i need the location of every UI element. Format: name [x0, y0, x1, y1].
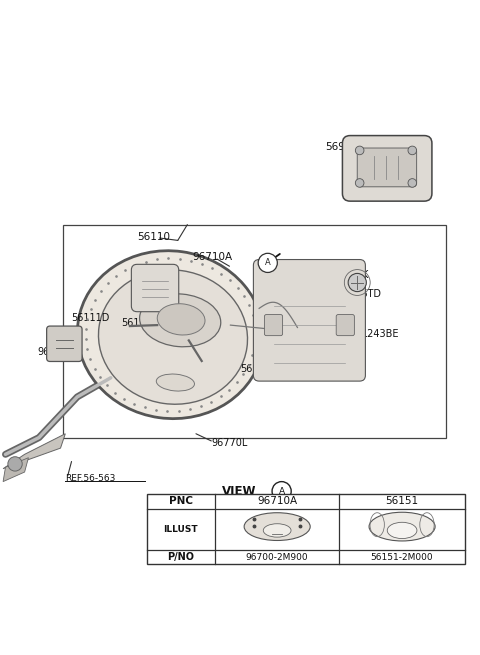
Text: 96710A: 96710A [257, 496, 297, 506]
Text: 96700-2M900: 96700-2M900 [246, 553, 309, 562]
Text: 96770R: 96770R [37, 347, 75, 358]
Circle shape [348, 273, 366, 291]
Circle shape [355, 146, 364, 155]
Text: 1243BE: 1243BE [362, 329, 399, 339]
Text: PNC: PNC [169, 496, 193, 506]
Circle shape [408, 146, 417, 155]
Text: 56151-2M000: 56151-2M000 [371, 553, 433, 562]
Circle shape [355, 179, 364, 187]
FancyBboxPatch shape [264, 314, 283, 335]
Text: 56142B: 56142B [121, 318, 159, 328]
Circle shape [8, 457, 22, 471]
Text: 56111D: 56111D [72, 313, 110, 323]
Ellipse shape [77, 251, 264, 419]
Ellipse shape [244, 513, 310, 540]
Text: 56110: 56110 [137, 232, 170, 242]
Circle shape [272, 481, 291, 501]
Text: P/NO: P/NO [168, 552, 194, 562]
Text: 96710A: 96710A [192, 252, 232, 262]
Ellipse shape [369, 512, 435, 541]
Text: 56991C: 56991C [240, 364, 277, 373]
Text: ILLUST: ILLUST [164, 525, 198, 534]
Bar [63, 225, 446, 438]
Circle shape [408, 179, 417, 187]
FancyBboxPatch shape [47, 326, 82, 362]
FancyBboxPatch shape [253, 259, 365, 381]
Ellipse shape [140, 294, 221, 346]
Text: 1346TD: 1346TD [344, 289, 383, 299]
Bar [147, 494, 465, 565]
Ellipse shape [264, 524, 291, 537]
Text: 56151: 56151 [385, 496, 419, 506]
Text: A: A [265, 258, 271, 267]
Ellipse shape [156, 374, 194, 391]
Ellipse shape [157, 304, 205, 335]
Text: REF.56-563: REF.56-563 [65, 474, 116, 483]
Polygon shape [3, 458, 28, 481]
FancyBboxPatch shape [342, 136, 432, 201]
Text: VIEW: VIEW [222, 485, 256, 498]
FancyBboxPatch shape [132, 265, 179, 312]
Text: 56900: 56900 [325, 142, 358, 152]
FancyBboxPatch shape [357, 148, 417, 187]
Circle shape [258, 253, 277, 272]
FancyBboxPatch shape [336, 314, 354, 335]
Ellipse shape [387, 522, 417, 538]
Text: A: A [278, 487, 285, 496]
Text: 96770L: 96770L [211, 438, 248, 448]
Text: 1360GK: 1360GK [331, 270, 369, 280]
Polygon shape [3, 434, 65, 469]
Ellipse shape [98, 270, 248, 404]
